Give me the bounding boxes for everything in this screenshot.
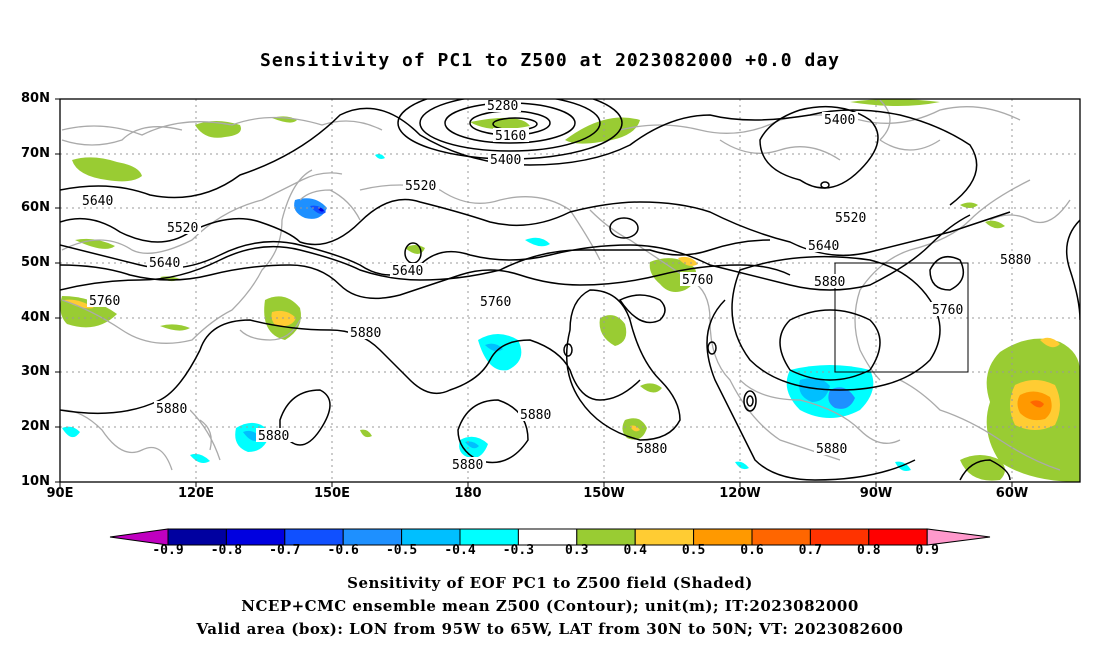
colorbar-tick-label: -0.4 [444, 543, 476, 558]
colorbar-tick-label: -0.8 [210, 543, 243, 558]
contour-labels: 5280 5160 5400 5400 5520 5520 5520 5640 … [80, 98, 1034, 473]
colorbar-tick-label: 0.9 [915, 543, 939, 558]
contour-label: 5640 [82, 194, 113, 209]
contour-label: 5640 [149, 256, 180, 271]
colorbar-tick-label: 0.3 [565, 543, 589, 558]
shading-layer [60, 99, 1080, 482]
coastlines [61, 99, 1071, 471]
colorbar-tick-label: 0.5 [681, 543, 706, 558]
lat-label: 30N [21, 364, 50, 379]
contour-label: 5760 [682, 273, 713, 288]
contour-label: 5640 [392, 264, 423, 279]
contour-label: 5880 [452, 458, 483, 473]
lat-label: 40N [21, 310, 50, 325]
contour-label: 5400 [490, 153, 521, 168]
caption-shaded: Sensitivity of EOF PC1 to Z500 field (Sh… [347, 574, 753, 592]
lat-label: 60N [21, 200, 50, 215]
map-frame [59, 98, 1081, 483]
contour-label: 5760 [89, 294, 120, 309]
contour-label: 5880 [1000, 253, 1031, 268]
contour-label: 5880 [814, 275, 845, 290]
contour-label: 5400 [824, 113, 855, 128]
colorbar-tick-label: 0.4 [623, 543, 647, 558]
lon-label: 120W [719, 486, 761, 501]
lat-label: 80N [21, 91, 50, 106]
contour-label: 5760 [932, 303, 963, 318]
lon-label: 90E [46, 486, 74, 501]
contour-label: 5880 [816, 442, 847, 457]
colorbar [109, 528, 991, 546]
contour-label: 5520 [835, 211, 866, 226]
contour-label: 5640 [808, 239, 839, 254]
contour-label: 5520 [405, 179, 436, 194]
lon-label: 120E [177, 486, 215, 501]
colorbar-tick-label: 0.6 [740, 543, 764, 558]
lat-label: 70N [21, 146, 50, 161]
grid [60, 99, 1080, 482]
lat-label: 10N [21, 474, 50, 489]
axis-ticks [55, 98, 1013, 487]
colorbar-tick-label: -0.3 [502, 543, 535, 558]
caption-valid-area: Valid area (box): LON from 95W to 65W, L… [196, 620, 904, 638]
contour-label: 5520 [167, 221, 198, 236]
contour-label: 5760 [480, 295, 511, 310]
lon-label: 90W [859, 486, 893, 501]
contour-label: 5880 [520, 408, 551, 423]
colorbar-tick-label: -0.9 [152, 543, 184, 558]
lon-label: 150E [313, 486, 351, 501]
colorbar-tick-label: 0.7 [798, 543, 823, 558]
lon-label: 60W [995, 486, 1029, 501]
valid-area-box [834, 262, 969, 373]
lat-label: 50N [21, 255, 50, 270]
contour-label: 5880 [156, 402, 187, 417]
contour-label: 5280 [487, 99, 518, 114]
colorbar-tick-label: -0.6 [327, 543, 359, 558]
lon-label: 150W [583, 486, 625, 501]
contour-label: 5160 [495, 129, 526, 144]
caption-contour: NCEP+CMC ensemble mean Z500 (Contour); u… [241, 597, 859, 615]
z500-contours [60, 99, 1080, 481]
colorbar-tick-label: 0.8 [857, 543, 881, 558]
colorbar-arrow-right [926, 528, 991, 546]
contour-label: 5880 [258, 429, 289, 444]
plot-title: Sensitivity of PC1 to Z500 at 2023082000… [259, 50, 840, 71]
contour-label: 5880 [636, 442, 667, 457]
lat-label: 20N [21, 419, 50, 434]
colorbar-tick-label: -0.5 [385, 543, 418, 558]
colorbar-tick-label: -0.7 [269, 543, 301, 558]
lon-label: 180 [454, 486, 482, 501]
contour-label: 5880 [350, 326, 381, 341]
